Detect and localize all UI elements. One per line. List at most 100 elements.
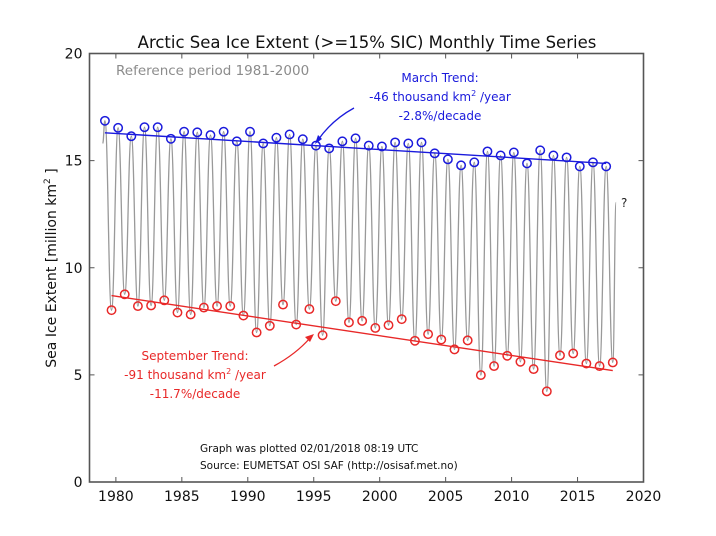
march-markers — [99, 115, 612, 172]
march-trend-annotation: March Trend: -46 thousand km2 /year -2.8… — [369, 71, 511, 123]
march-point — [376, 141, 387, 152]
september-point — [264, 320, 275, 331]
march-point — [442, 154, 453, 165]
september-point — [489, 361, 500, 372]
september-point — [541, 386, 552, 397]
september-point — [396, 314, 407, 325]
x-tick-label: 1990 — [230, 489, 266, 505]
march-point — [561, 152, 572, 163]
x-tick-label: 2005 — [428, 489, 464, 505]
september-point — [225, 301, 236, 312]
september-point — [119, 289, 130, 300]
march-point — [456, 160, 467, 171]
march-point — [324, 143, 335, 154]
march-point — [469, 157, 480, 168]
march-point — [588, 157, 598, 168]
x-tick-label: 2000 — [362, 489, 398, 505]
march-point — [337, 136, 348, 147]
september-point — [370, 323, 381, 333]
september-point — [198, 302, 209, 313]
march-point — [271, 132, 282, 143]
september-point — [278, 299, 288, 310]
march-point — [495, 150, 506, 161]
march-point — [245, 126, 255, 137]
march-point — [284, 129, 295, 140]
monthly-extent-line — [102, 120, 617, 393]
september-point — [436, 334, 447, 345]
march-arrow-head — [315, 135, 322, 144]
march-point — [482, 146, 493, 157]
march-point — [416, 137, 427, 148]
source-note: Source: EUMETSAT OSI SAF (http://osisaf.… — [200, 460, 458, 472]
y-axis: 0 5 10 15 20 — [65, 47, 644, 491]
september-point — [594, 361, 605, 372]
march-point — [574, 161, 585, 172]
y-axis-label: Sea Ice Extent [million km2 ] — [43, 168, 60, 367]
september-trend-percent: -11.7%/decade — [150, 387, 240, 401]
march-point — [218, 126, 229, 137]
september-arrow-head — [305, 334, 314, 342]
x-tick-label: 1995 — [296, 489, 332, 505]
september-point — [212, 301, 223, 312]
september-point — [291, 319, 302, 330]
march-point — [179, 126, 190, 137]
september-point — [555, 350, 565, 361]
september-point — [146, 300, 157, 311]
march-trend-rate: -46 thousand km2 /year — [369, 89, 511, 104]
september-point — [132, 301, 143, 312]
x-axis: 1980 1985 1990 1995 2000 2005 2010 2015 2020 — [98, 53, 662, 505]
plot-date-note: Graph was plotted 02/01/2018 08:19 UTC — [200, 443, 418, 455]
september-point — [344, 317, 354, 328]
september-point — [528, 364, 539, 375]
march-trend-title: March Trend: — [401, 71, 478, 85]
march-point — [350, 133, 361, 144]
september-trend-rate: -91 thousand km2 /year — [124, 367, 266, 382]
march-point — [165, 133, 176, 144]
reference-period-label: Reference period 1981-2000 — [116, 63, 309, 79]
september-point — [251, 327, 262, 338]
trend-lines — [104, 132, 613, 372]
september-trend-line — [111, 294, 613, 372]
y-tick-label: 5 — [74, 368, 83, 384]
september-point — [330, 296, 341, 307]
september-point — [159, 295, 170, 306]
march-point — [363, 140, 374, 151]
march-point — [99, 115, 110, 126]
september-point — [106, 305, 117, 316]
september-point — [449, 344, 460, 355]
march-point — [297, 134, 308, 145]
y-tick-label: 15 — [65, 154, 83, 170]
plot-frame — [88, 52, 645, 483]
september-point — [238, 310, 249, 321]
march-point — [548, 150, 559, 161]
x-tick-label: 1980 — [98, 489, 134, 505]
march-point — [403, 138, 414, 149]
y-tick-label: 20 — [65, 47, 83, 63]
y-tick-label: 0 — [74, 475, 83, 491]
september-point — [568, 348, 579, 359]
september-point — [317, 330, 328, 341]
monthly-series — [102, 120, 617, 393]
september-markers — [106, 289, 618, 397]
march-point — [429, 148, 440, 159]
september-point — [475, 370, 486, 381]
march-point — [601, 161, 612, 172]
x-tick-label: 2020 — [626, 489, 662, 505]
september-point — [515, 356, 526, 367]
unknown-marker: ? — [621, 196, 627, 210]
september-trend-arrow — [273, 337, 311, 367]
september-point — [409, 335, 420, 346]
y-tick-label: 10 — [65, 261, 83, 277]
march-point — [508, 147, 519, 158]
september-point — [304, 304, 315, 315]
march-point — [258, 138, 269, 149]
september-point — [581, 358, 592, 369]
september-point — [357, 315, 368, 326]
march-trend-line — [104, 132, 607, 165]
september-point — [502, 350, 513, 361]
x-tick-label: 2010 — [494, 489, 530, 505]
september-point — [185, 309, 196, 320]
september-trend-annotation: September Trend: -91 thousand km2 /year … — [124, 349, 266, 401]
march-point — [192, 127, 203, 138]
